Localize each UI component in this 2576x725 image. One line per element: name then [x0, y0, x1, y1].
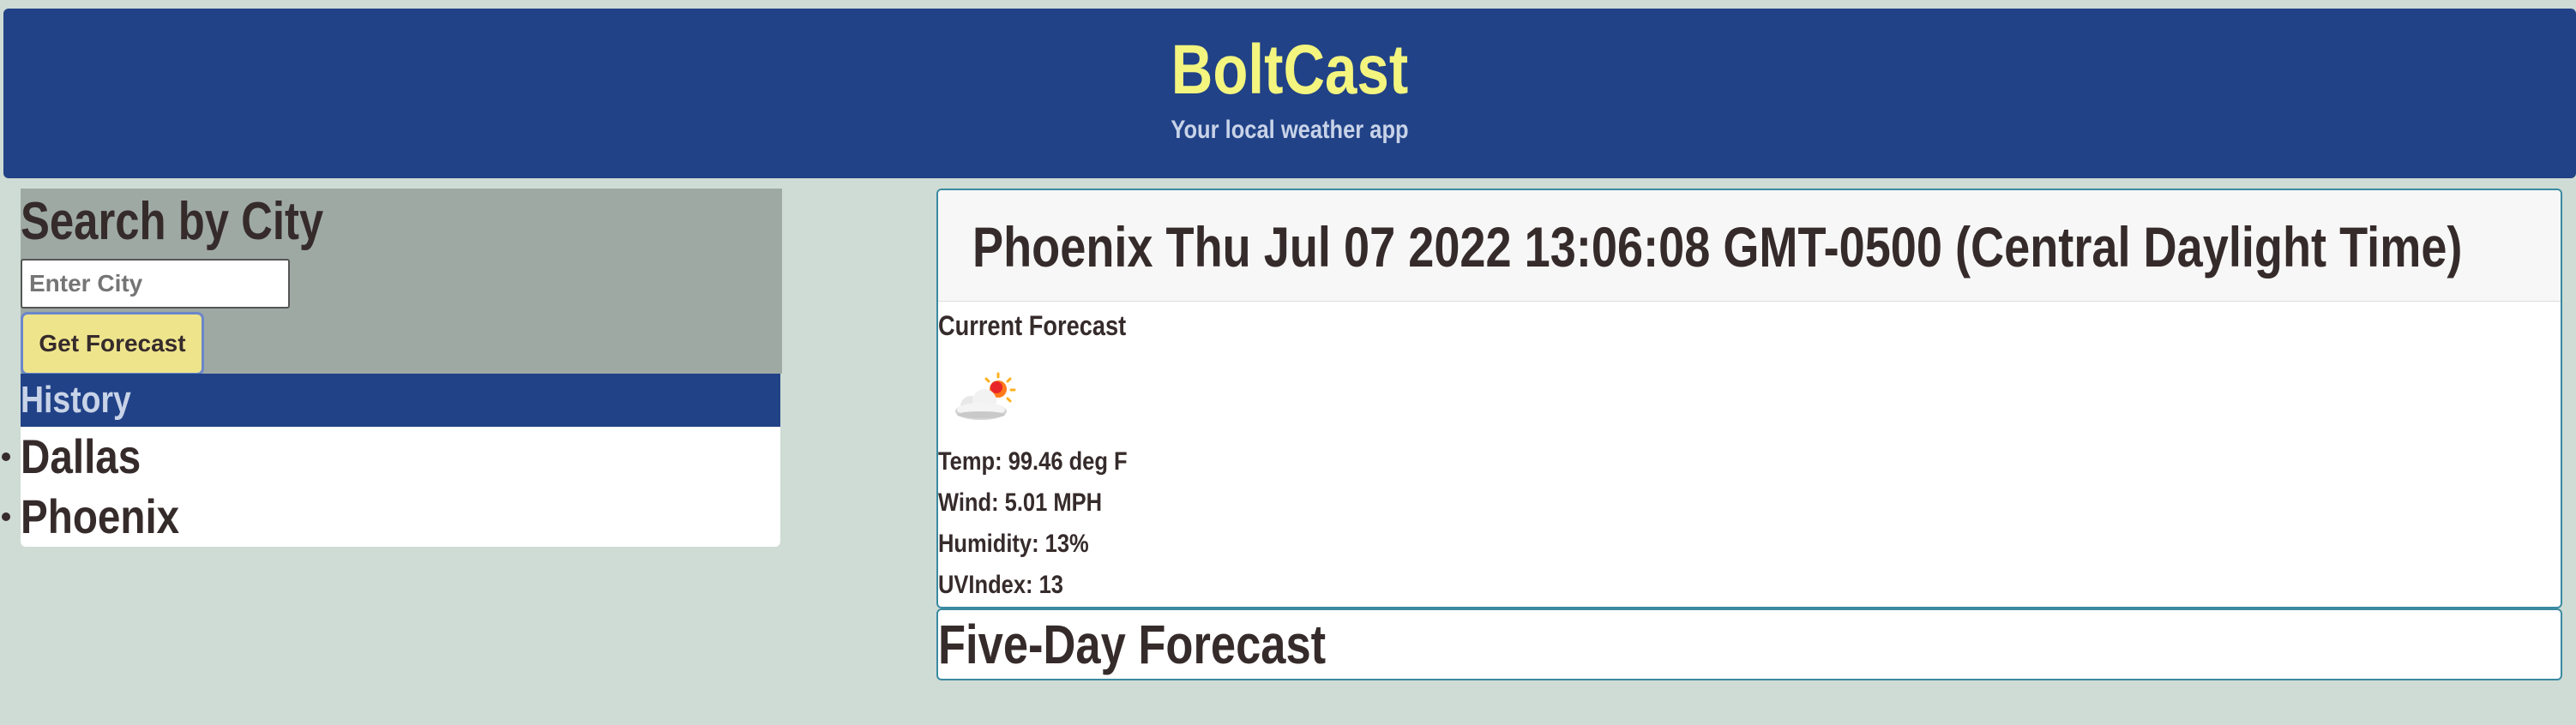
- history-item-label: Dallas: [21, 429, 141, 483]
- partly-cloudy-day-icon: [955, 372, 1016, 420]
- bullet-icon: [2, 512, 10, 521]
- history-item-dallas[interactable]: Dallas: [2, 427, 208, 487]
- humidity-value: Humidity: 13%: [938, 530, 1089, 558]
- history-heading: History: [21, 374, 780, 427]
- history-list: Dallas Phoenix: [2, 427, 208, 547]
- history-heading-text: History: [21, 379, 131, 421]
- current-forecast-label: Current Forecast: [938, 310, 1127, 341]
- history-item-phoenix[interactable]: Phoenix: [2, 487, 208, 547]
- app-title: BoltCast: [1171, 31, 1409, 109]
- history-item-label: Phoenix: [21, 489, 180, 543]
- uv-index-value: UVIndex: 13: [938, 571, 1063, 599]
- app-tagline: Your local weather app: [1171, 116, 1409, 144]
- wind-value: Wind: 5.01 MPH: [938, 488, 1103, 517]
- city-date-title: Phoenix Thu Jul 07 2022 13:06:08 GMT-050…: [972, 215, 2463, 279]
- search-heading: Search by City: [21, 192, 324, 251]
- city-search-input[interactable]: [21, 259, 290, 309]
- current-weather-card: Phoenix Thu Jul 07 2022 13:06:08 GMT-050…: [936, 189, 2562, 608]
- app-header: BoltCast Your local weather app: [3, 9, 2576, 178]
- search-panel: Search by City Get Forecast: [21, 189, 782, 375]
- get-forecast-button[interactable]: Get Forecast: [21, 312, 204, 375]
- current-weather-header: Phoenix Thu Jul 07 2022 13:06:08 GMT-050…: [938, 190, 2561, 302]
- history-panel: History Dallas Phoenix: [2, 374, 780, 547]
- bullet-icon: [2, 452, 10, 461]
- five-day-forecast-card: Five-Day Forecast: [936, 608, 2562, 680]
- five-day-heading: Five-Day Forecast: [938, 614, 1327, 675]
- temperature-value: Temp: 99.46 deg F: [938, 447, 1128, 476]
